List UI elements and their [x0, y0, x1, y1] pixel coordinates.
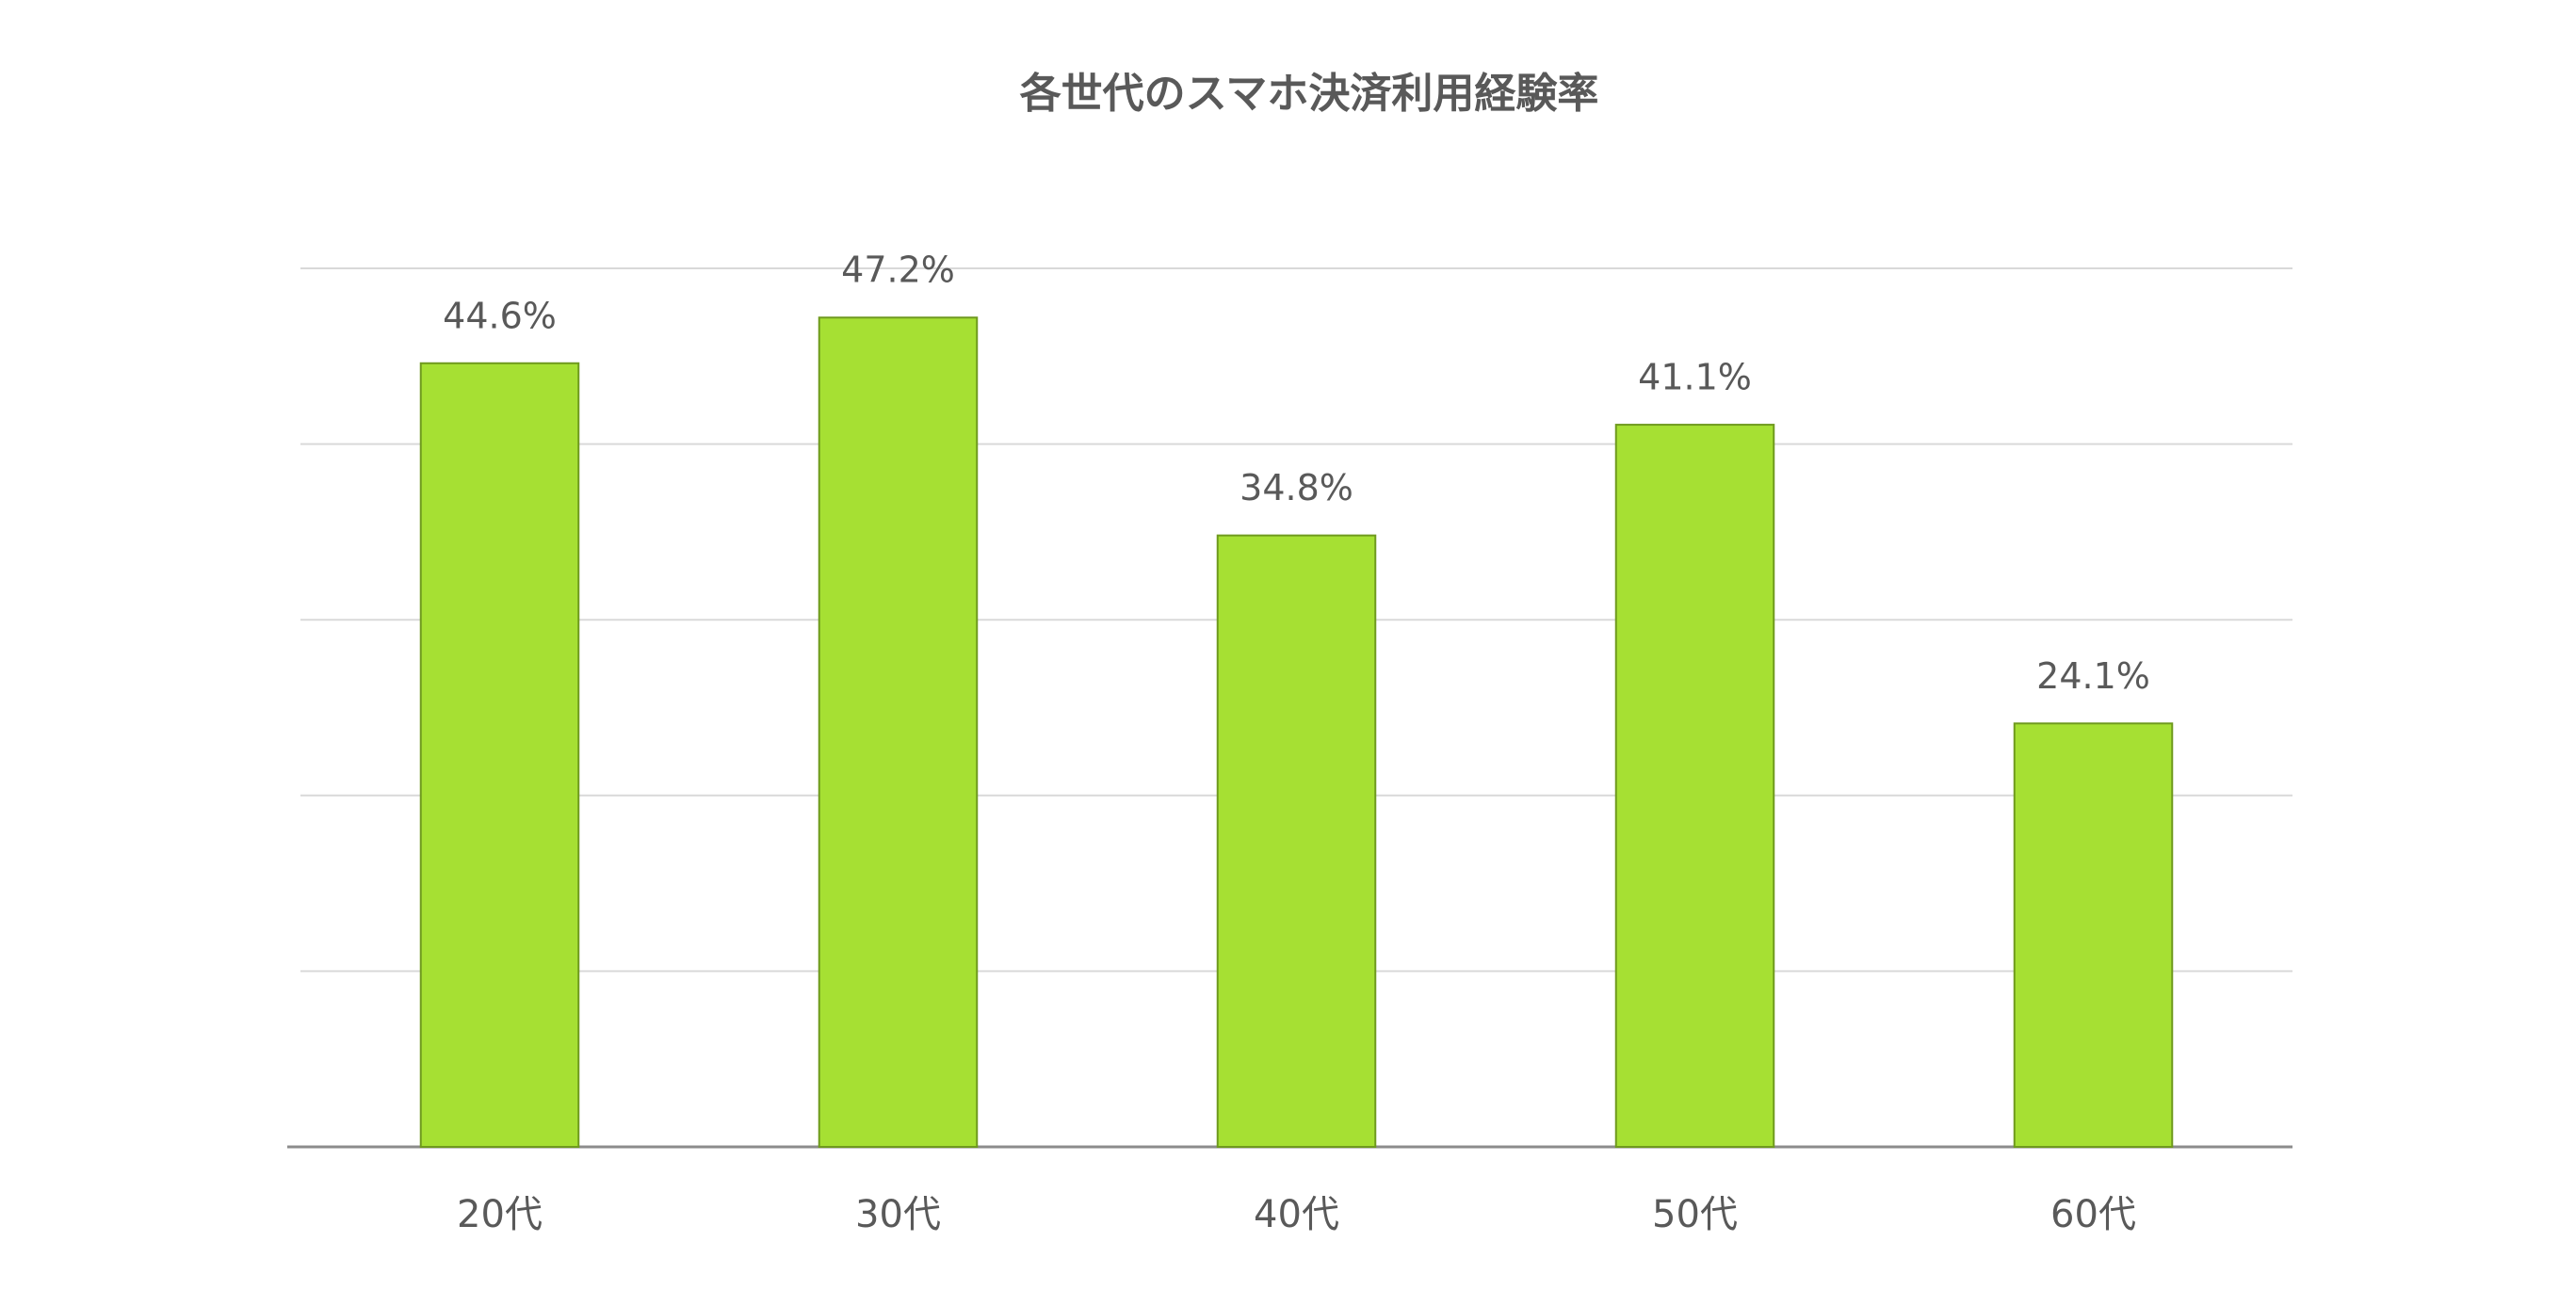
data-label: 24.1%: [2036, 655, 2150, 697]
bar: [1216, 534, 1377, 1148]
data-label: 44.6%: [443, 295, 557, 336]
data-label: 34.8%: [1239, 467, 1353, 508]
bar: [2013, 722, 2174, 1148]
x-tick-label: 20代: [457, 1193, 543, 1236]
x-tick-label: 30代: [855, 1193, 941, 1236]
bar: [818, 316, 979, 1148]
x-tick-label: 40代: [1254, 1193, 1339, 1236]
x-tick-label: 60代: [2050, 1193, 2136, 1236]
data-label: 41.1%: [1638, 357, 1752, 398]
data-label: 47.2%: [841, 250, 955, 291]
x-tick-label: 50代: [1652, 1193, 1738, 1236]
bar: [419, 362, 580, 1149]
chart-title: 各世代のスマホ決済利用経験率: [1020, 70, 1599, 118]
bar: [1614, 424, 1775, 1149]
